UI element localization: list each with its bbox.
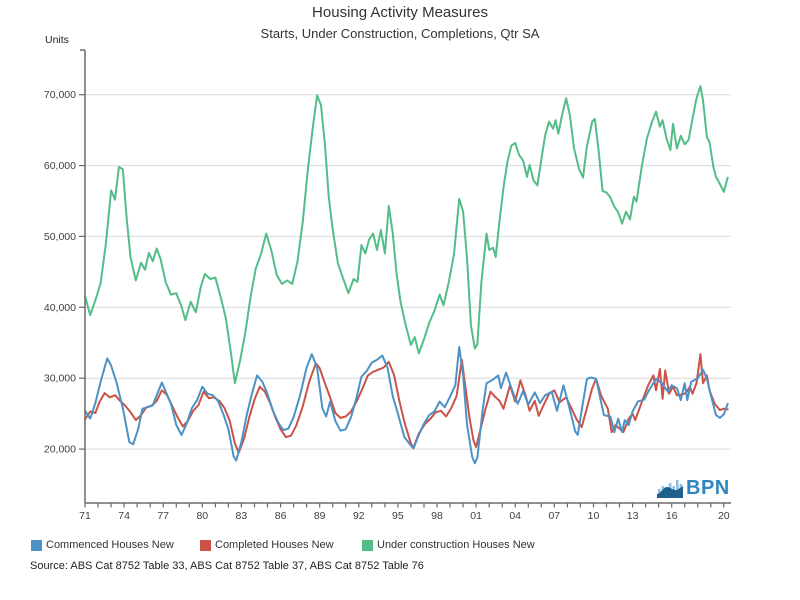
legend-item-under-construction: Under construction Houses New xyxy=(362,538,535,552)
chart-subtitle: Starts, Under Construction, Completions,… xyxy=(260,26,540,41)
x-tick-label: 01 xyxy=(470,510,482,522)
x-tick-label: 71 xyxy=(79,510,91,522)
x-tick-label: 86 xyxy=(275,510,287,522)
series-line-completed-houses-new xyxy=(84,353,729,454)
legend-label-under-construction: Under construction Houses New xyxy=(377,539,535,551)
chart-legend: Commenced Houses New Completed Houses Ne… xyxy=(0,538,800,554)
bpn-logo: BPN xyxy=(657,477,730,498)
series-line-commenced-houses-new xyxy=(84,346,729,465)
x-tick-label: 89 xyxy=(314,510,326,522)
x-tick-label: 80 xyxy=(196,510,208,522)
y-axis-units-label: Units xyxy=(45,34,69,46)
x-tick-label: 07 xyxy=(548,510,560,522)
y-tick-label: 40,000 xyxy=(44,302,76,314)
x-tick-label: 10 xyxy=(588,510,600,522)
x-tick-label: 77 xyxy=(157,510,169,522)
bpn-logo-text: BPN xyxy=(686,477,730,499)
legend-item-commenced: Commenced Houses New xyxy=(31,538,174,552)
y-tick-label: 50,000 xyxy=(44,231,76,243)
y-tick-label: 20,000 xyxy=(44,444,76,456)
x-tick-label: 04 xyxy=(509,510,521,522)
chart-title: Housing Activity Measures xyxy=(312,4,488,21)
legend-label-commenced: Commenced Houses New xyxy=(46,539,174,551)
x-tick-label: 92 xyxy=(353,510,365,522)
y-tick-label: 70,000 xyxy=(44,89,76,101)
legend-swatch-under-construction xyxy=(362,539,373,551)
x-tick-label: 13 xyxy=(627,510,639,522)
legend-swatch-completed xyxy=(200,539,211,551)
y-tick-label: 60,000 xyxy=(44,160,76,172)
series-line-under-construction-houses-new xyxy=(84,85,729,385)
source-note: Source: ABS Cat 8752 Table 33, ABS Cat 8… xyxy=(30,560,424,572)
chart-skyline-icon xyxy=(657,480,683,498)
x-tick-label: 16 xyxy=(666,510,678,522)
x-tick-label: 74 xyxy=(118,510,130,522)
x-tick-label: 83 xyxy=(236,510,248,522)
legend-item-completed: Completed Houses New xyxy=(200,538,334,552)
housing-activity-line-chart: 20,000 30,000 40,000 50,000 60,000 70,000 71 74… xyxy=(44,49,731,522)
y-tick-label: 30,000 xyxy=(44,373,76,385)
x-tick-label: 20 xyxy=(718,510,730,522)
legend-label-completed: Completed Houses New xyxy=(215,539,334,551)
x-tick-label: 95 xyxy=(392,510,404,522)
legend-swatch-commenced xyxy=(31,539,42,551)
x-tick-label: 98 xyxy=(431,510,443,522)
